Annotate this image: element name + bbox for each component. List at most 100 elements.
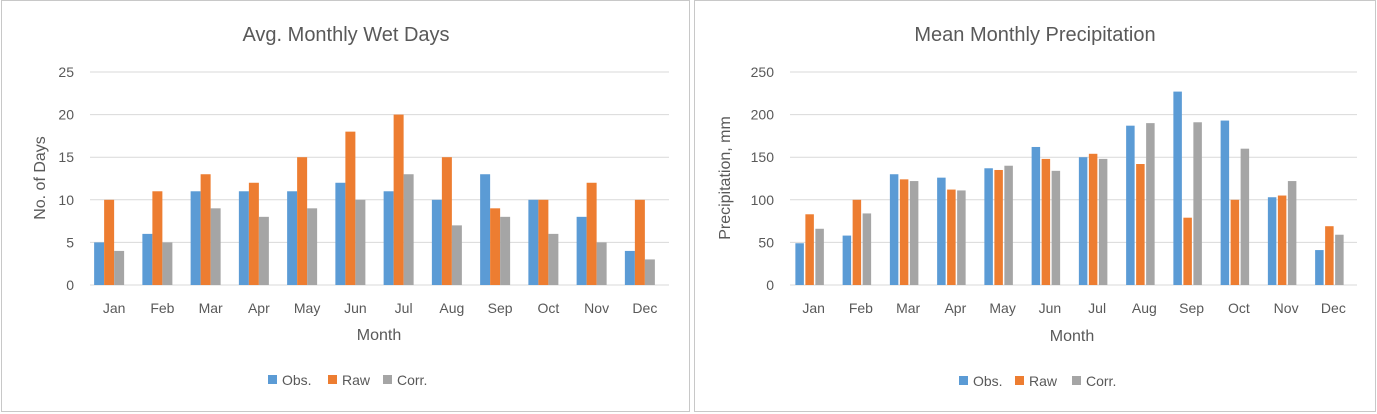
x-tick-label: Aug bbox=[439, 300, 464, 316]
x-axis-label: Month bbox=[1050, 328, 1094, 345]
bar-raw-dec bbox=[634, 199, 645, 285]
bar-corr-may bbox=[1004, 165, 1013, 285]
x-tick-label: Feb bbox=[849, 300, 873, 316]
legend-label: Obs. bbox=[973, 373, 1003, 389]
x-tick-label: Dec bbox=[632, 300, 657, 316]
bar-corr-dec bbox=[1335, 234, 1344, 285]
bar-obs-jun bbox=[335, 182, 346, 285]
chart-title: Mean Monthly Precipitation bbox=[914, 24, 1155, 46]
bar-obs-jul bbox=[1078, 157, 1088, 285]
bar-corr-sep bbox=[1193, 122, 1202, 285]
x-tick-label: Jun bbox=[1039, 300, 1062, 316]
chart-title: Avg. Monthly Wet Days bbox=[242, 24, 449, 46]
wet-days-chart-panel: Avg. Monthly Wet Days 0 5 10 15 20 25 Jan Feb Mar… bbox=[1, 0, 690, 412]
bar-obs-aug bbox=[1126, 125, 1135, 286]
legend-label: Corr. bbox=[397, 372, 427, 388]
bar-obs-jan bbox=[94, 242, 105, 285]
y-axis-label: Precipitation, mm bbox=[717, 116, 734, 240]
y-tick-label: 50 bbox=[758, 234, 774, 250]
bar-obs-dec bbox=[1315, 250, 1324, 285]
x-tick-label: Jul bbox=[395, 300, 413, 316]
bar-corr-oct bbox=[548, 233, 559, 285]
bar-corr-mar bbox=[210, 208, 221, 285]
bar-obs-feb bbox=[842, 235, 852, 285]
y-tick-label: 150 bbox=[751, 149, 775, 165]
bar-raw-nov bbox=[586, 182, 597, 285]
y-axis-label: No. of Days bbox=[32, 136, 49, 220]
y-tick-label: 20 bbox=[58, 107, 74, 123]
bar-corr-apr bbox=[957, 190, 966, 285]
bar-obs-jan bbox=[795, 243, 804, 285]
bar-corr-apr bbox=[258, 216, 269, 285]
y-tick-label: 250 bbox=[751, 64, 775, 80]
bar-obs-jun bbox=[1031, 146, 1041, 285]
bar-corr-dec bbox=[644, 259, 655, 285]
bar-corr-jun bbox=[355, 199, 366, 285]
y-tick-label: 0 bbox=[766, 277, 774, 293]
bar-obs-jul bbox=[383, 191, 394, 285]
legend-swatch bbox=[268, 375, 277, 384]
bar-raw-oct bbox=[538, 199, 549, 285]
bar-raw-apr bbox=[947, 189, 956, 285]
x-tick-label: May bbox=[989, 300, 1015, 316]
bar-corr-jun bbox=[1051, 170, 1061, 285]
x-tick-label: Nov bbox=[1274, 300, 1299, 316]
bar-raw-feb bbox=[852, 199, 862, 285]
legend-swatch bbox=[959, 376, 968, 385]
x-tick-label: Jul bbox=[1088, 300, 1106, 316]
bar-raw-oct bbox=[1230, 199, 1240, 285]
bar-obs-aug bbox=[431, 199, 442, 285]
precipitation-chart: Mean Monthly Precipitation 0 50 100 150 200 25… bbox=[717, 24, 1357, 389]
bar-raw-jul bbox=[393, 114, 404, 285]
y-tick-label: 10 bbox=[58, 192, 74, 208]
legend-swatch bbox=[328, 375, 337, 384]
legend-label: Corr. bbox=[1086, 373, 1116, 389]
y-tick-label: 25 bbox=[58, 64, 74, 80]
x-tick-label: Oct bbox=[537, 300, 559, 316]
x-tick-label: Mar bbox=[896, 300, 920, 316]
bar-obs-nov bbox=[1267, 197, 1277, 285]
bar-corr-aug bbox=[1146, 123, 1155, 286]
bar-raw-nov bbox=[1277, 195, 1287, 285]
bar-obs-sep bbox=[480, 174, 491, 285]
bar-obs-mar bbox=[889, 174, 899, 285]
bar-corr-oct bbox=[1240, 148, 1250, 285]
bar-raw-apr bbox=[248, 182, 259, 285]
legend-label: Raw bbox=[1029, 373, 1058, 389]
wet-days-chart: Avg. Monthly Wet Days 0 5 10 15 20 25 Jan Feb Mar… bbox=[32, 24, 669, 388]
bar-raw-jan bbox=[805, 214, 814, 285]
precipitation-chart-panel: Mean Monthly Precipitation 0 50 100 150 200 25… bbox=[694, 0, 1376, 412]
x-tick-label: Oct bbox=[1228, 300, 1250, 316]
bar-corr-jul bbox=[1098, 158, 1108, 285]
y-tick-label: 200 bbox=[751, 107, 775, 123]
bar-corr-sep bbox=[500, 216, 511, 285]
bar-raw-mar bbox=[899, 179, 909, 285]
bar-obs-oct bbox=[528, 199, 539, 285]
bar-corr-mar bbox=[909, 181, 919, 285]
bar-corr-nov bbox=[596, 242, 607, 285]
x-tick-label: Nov bbox=[584, 300, 609, 316]
legend-label: Obs. bbox=[282, 372, 312, 388]
bar-raw-aug bbox=[1136, 164, 1145, 285]
x-tick-label: Jan bbox=[103, 300, 126, 316]
x-tick-label: Apr bbox=[248, 300, 270, 316]
bar-raw-jun bbox=[1041, 158, 1051, 285]
y-tick-label: 5 bbox=[66, 234, 74, 250]
bar-corr-feb bbox=[862, 213, 872, 285]
legend-swatch bbox=[1072, 376, 1081, 385]
bar-raw-dec bbox=[1325, 226, 1334, 285]
bar-corr-may bbox=[307, 208, 318, 285]
x-tick-label: Mar bbox=[199, 300, 223, 316]
x-tick-label: Apr bbox=[944, 300, 966, 316]
bar-obs-mar bbox=[190, 191, 201, 285]
y-tick-label: 0 bbox=[66, 277, 74, 293]
legend-swatch bbox=[383, 375, 392, 384]
bar-raw-mar bbox=[200, 174, 211, 285]
bar-obs-apr bbox=[238, 191, 249, 285]
bar-obs-sep bbox=[1173, 91, 1182, 285]
bar-obs-feb bbox=[142, 233, 153, 285]
bar-corr-aug bbox=[451, 225, 462, 285]
legend-label: Raw bbox=[342, 372, 371, 388]
bar-corr-jan bbox=[815, 228, 824, 285]
bar-corr-nov bbox=[1287, 181, 1297, 285]
